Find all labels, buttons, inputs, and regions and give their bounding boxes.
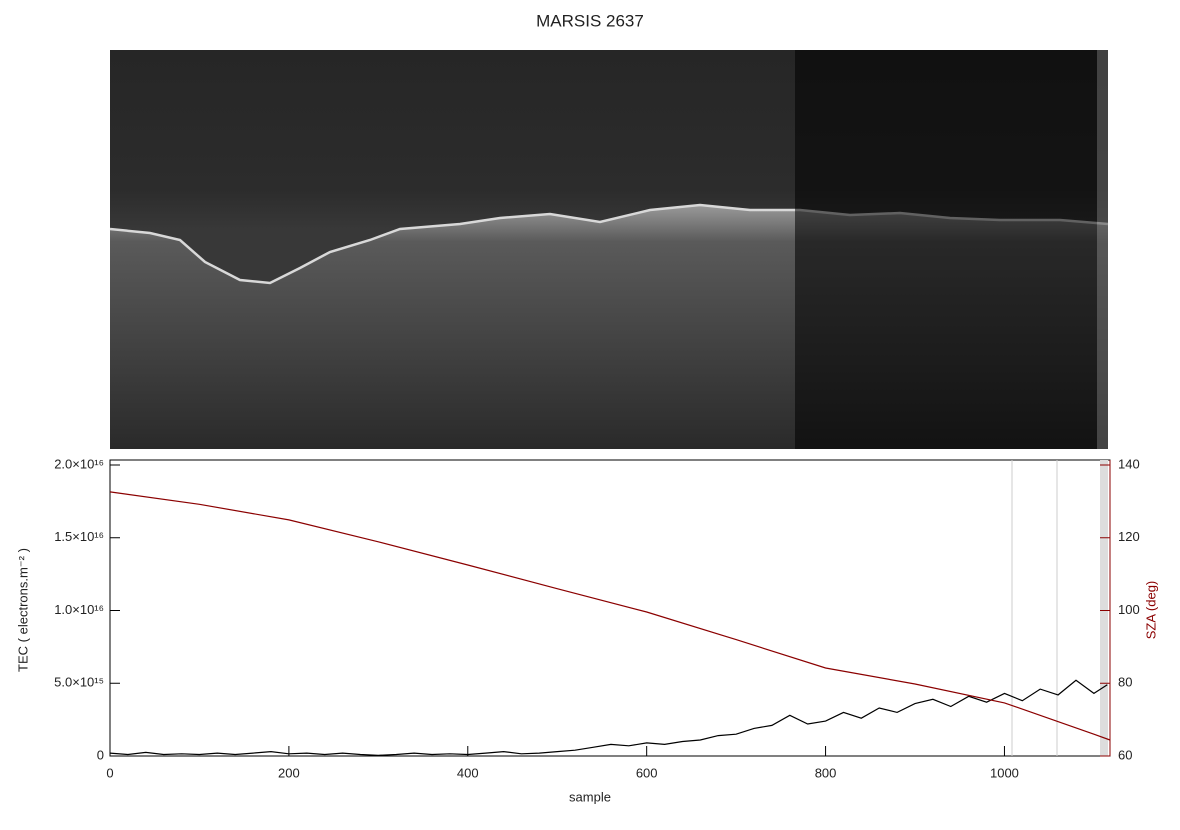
y2-tick-label: 60	[1118, 747, 1132, 762]
y-tick-label: 2.0×10¹⁶	[54, 456, 104, 471]
x-tick-label: 800	[815, 765, 837, 780]
y-tick-label: 1.0×10¹⁶	[54, 602, 104, 617]
y-tick-label: 0	[97, 747, 104, 762]
radargram	[109, 50, 1109, 449]
y2-tick-label: 120	[1118, 529, 1140, 544]
y2-tick-label: 140	[1118, 456, 1140, 471]
x-tick-label: 200	[278, 765, 300, 780]
x-axis-label: sample	[569, 789, 611, 804]
plot-frame	[109, 459, 1111, 757]
data-line	[109, 491, 1111, 741]
y-axis-label: TEC ( electrons.m⁻² )	[15, 548, 30, 672]
x-tick-label: 400	[457, 765, 479, 780]
x-tick-label: 600	[636, 765, 658, 780]
y2-tick-label: 80	[1118, 675, 1132, 690]
x-tick-label: 0	[106, 765, 113, 780]
y2-tick-label: 100	[1118, 602, 1140, 617]
x-tick-label: 1000	[990, 765, 1019, 780]
y-tick-label: 5.0×10¹⁵	[54, 675, 104, 690]
y2-axis-label: SZA (deg)	[1143, 581, 1158, 640]
data-line	[109, 679, 1108, 756]
y-tick-label: 1.5×10¹⁶	[54, 529, 104, 544]
chart-title: MARSIS 2637	[536, 11, 644, 30]
